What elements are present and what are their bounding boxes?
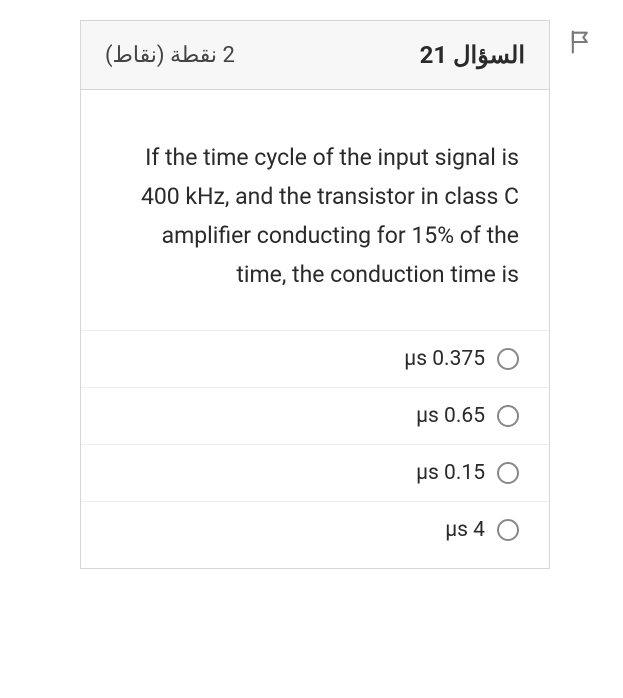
question-text: If the time cycle of the input signal is… xyxy=(111,138,519,294)
option-label: µs 0.65 xyxy=(416,404,485,428)
option-label: µs 0.375 xyxy=(404,347,485,371)
option-row[interactable]: µs 0.375 xyxy=(81,330,549,387)
option-label: µs 4 xyxy=(445,518,485,542)
option-row[interactable]: µs 4 xyxy=(81,501,549,558)
radio-icon[interactable] xyxy=(497,462,519,484)
radio-icon[interactable] xyxy=(497,519,519,541)
question-card: 2 نقطة (نقاط) السؤال 21 If the time cycl… xyxy=(80,20,550,569)
options-list: µs 0.375 µs 0.65 µs 0.15 µs 4 xyxy=(81,330,549,568)
option-label: µs 0.15 xyxy=(416,461,485,485)
points-label: 2 نقطة (نقاط) xyxy=(105,43,235,68)
option-row[interactable]: µs 0.15 xyxy=(81,444,549,501)
radio-icon[interactable] xyxy=(497,348,519,370)
card-header: 2 نقطة (نقاط) السؤال 21 xyxy=(81,21,549,90)
option-row[interactable]: µs 0.65 xyxy=(81,387,549,444)
question-title: السؤال 21 xyxy=(420,41,525,69)
radio-icon[interactable] xyxy=(497,405,519,427)
question-body: If the time cycle of the input signal is… xyxy=(81,90,549,330)
flag-icon[interactable] xyxy=(567,28,595,56)
